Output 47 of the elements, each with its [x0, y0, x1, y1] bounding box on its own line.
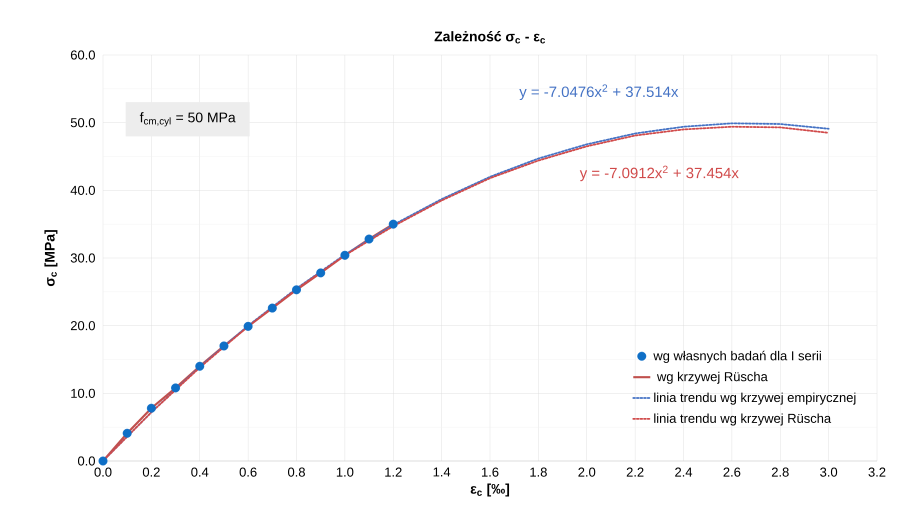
x-tick-label: 2.0 — [578, 468, 596, 477]
text: σ$_{c}$ [MPa] — [44, 230, 58, 286]
point — [340, 250, 350, 260]
legend-label: linia trendu wg krzywej Rüscha — [654, 413, 832, 426]
point — [195, 362, 204, 371]
annotation: f$_{cm,cyl}$ = 50 MPa — [140, 112, 236, 126]
point — [244, 322, 253, 331]
x-tick-label: 1.6 — [482, 468, 498, 477]
y-tick-label: 50.0 — [70, 118, 95, 128]
chart-title: Zależność σ$_{c}$ - ε$_{c}$ — [434, 31, 546, 44]
x-tick-label: 3.2 — [868, 468, 886, 477]
legend-label: linia trendu wg krzywej empirycznej — [654, 392, 856, 405]
legend-label: wg krzywej Rüscha — [656, 372, 768, 384]
x-tick-label: 2.8 — [772, 468, 789, 477]
legend-label: wg własnych badań dla I serii — [653, 350, 821, 363]
point — [219, 341, 228, 350]
x-tick-label: 3.0 — [820, 468, 838, 477]
point — [146, 404, 156, 413]
x-tick-label: 1.4 — [434, 468, 450, 476]
point — [316, 268, 326, 278]
y-tick-label: 40.0 — [70, 186, 95, 195]
y-tick-label: 30.0 — [70, 253, 95, 263]
point — [171, 383, 180, 392]
point — [268, 304, 277, 313]
y-tick-label: 20.0 — [70, 321, 95, 330]
x-tick-label: 2.6 — [724, 468, 740, 477]
x-tick-label: 0.8 — [288, 468, 305, 477]
x-tick-label: 1.2 — [385, 468, 402, 477]
y-tick-label: 60.0 — [70, 50, 95, 60]
x-tick-label: 0.2 — [142, 468, 160, 477]
text: ε$_{c}$ [‰] — [470, 484, 510, 497]
x-tick-label: 1.0 — [336, 468, 354, 477]
annotation: y = -7.0912x$^{2}$ + 37.454x — [580, 166, 739, 182]
y-tick-label: 0.0 — [78, 456, 95, 466]
x-tick-label: 2.4 — [675, 468, 692, 477]
point — [122, 428, 132, 438]
x-tick-label: 0.0 — [94, 468, 112, 477]
x-tick-label: 1.8 — [530, 468, 547, 477]
x-tick-label: 0.6 — [240, 468, 257, 477]
x-tick-label: 0.4 — [191, 468, 208, 477]
point — [388, 220, 398, 229]
x-tick-label: 2.2 — [626, 468, 644, 477]
point — [292, 285, 301, 294]
point — [98, 456, 108, 466]
point — [364, 234, 374, 244]
annotation: y = -7.0476x$^{2}$ + 37.514x — [519, 84, 678, 100]
y-tick-label: 10.0 — [71, 388, 95, 398]
